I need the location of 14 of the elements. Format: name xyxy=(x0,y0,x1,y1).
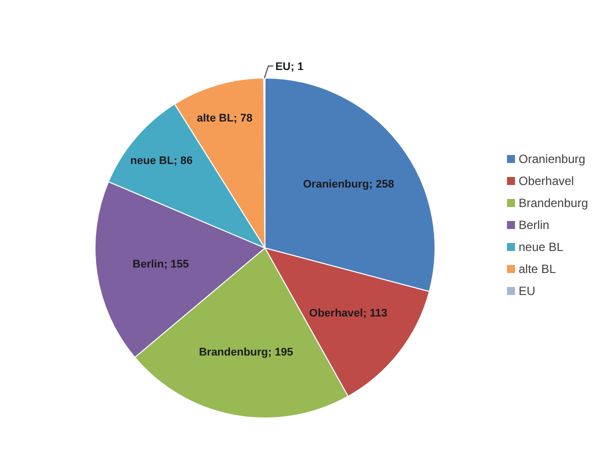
legend-label: alte BL xyxy=(518,262,556,276)
legend-label: neue BL xyxy=(518,240,564,254)
data-label: Berlin; 155 xyxy=(132,258,189,271)
legend-label: Berlin xyxy=(518,218,550,232)
data-label: Oranienburg; 258 xyxy=(302,178,394,191)
legend-label: Brandenburg xyxy=(518,196,588,210)
data-label: EU; 1 xyxy=(275,61,304,73)
legend-label: Oranienburg xyxy=(518,152,586,166)
legend-label: EU xyxy=(518,284,536,298)
data-label: alte BL; 78 xyxy=(196,112,253,124)
data-label: neue BL; 86 xyxy=(130,154,193,167)
data-label: Oberhavel; 113 xyxy=(309,308,388,320)
legend-label: Oberhavel xyxy=(518,174,574,188)
data-label: Brandenburg; 195 xyxy=(198,346,294,359)
